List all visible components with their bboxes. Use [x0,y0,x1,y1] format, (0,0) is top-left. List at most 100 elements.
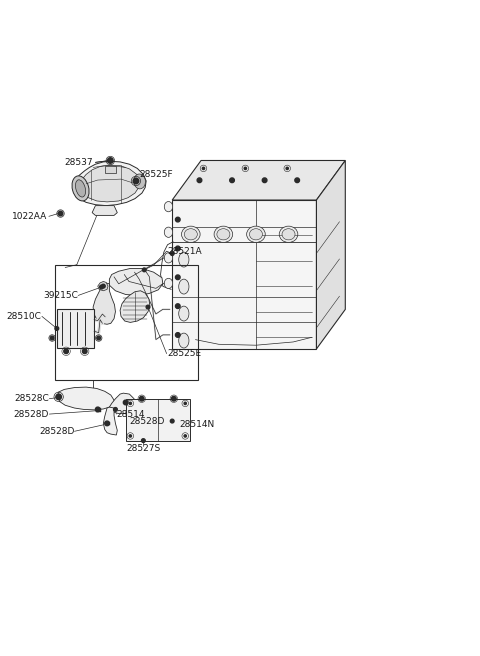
Circle shape [176,304,180,308]
Ellipse shape [217,229,230,240]
Bar [106,422,110,425]
Text: 28525E: 28525E [168,349,202,358]
Circle shape [129,435,132,437]
Polygon shape [172,161,345,200]
Polygon shape [92,205,117,215]
Bar [126,399,190,441]
Ellipse shape [179,306,189,321]
Circle shape [286,167,288,169]
Circle shape [64,349,69,354]
Ellipse shape [164,227,173,237]
Ellipse shape [134,174,145,189]
Circle shape [176,217,180,222]
Circle shape [83,350,86,353]
Text: 28528D: 28528D [39,427,74,436]
Ellipse shape [75,180,85,197]
Circle shape [57,395,60,398]
Polygon shape [73,161,146,205]
Ellipse shape [179,333,189,348]
Circle shape [101,284,105,288]
Polygon shape [93,283,115,324]
Circle shape [139,396,144,401]
Text: 28521A: 28521A [168,247,202,256]
Circle shape [184,435,186,437]
Circle shape [133,178,139,184]
Text: 28527S: 28527S [126,443,160,453]
Circle shape [230,178,234,182]
Ellipse shape [250,229,263,240]
Circle shape [83,349,87,354]
Polygon shape [98,281,108,291]
Text: 39215C: 39215C [43,291,78,300]
Circle shape [295,178,300,182]
Circle shape [203,167,204,169]
Circle shape [55,327,59,331]
Ellipse shape [72,176,89,201]
Circle shape [56,394,61,400]
Circle shape [134,179,138,182]
Polygon shape [109,393,136,414]
Ellipse shape [282,229,295,240]
Bar [96,409,101,412]
Circle shape [244,167,247,169]
Text: 28514: 28514 [116,409,145,419]
Circle shape [97,336,100,340]
Circle shape [50,336,54,340]
Polygon shape [109,268,163,295]
Bar [57,310,94,348]
Text: 28528D: 28528D [130,417,165,426]
Ellipse shape [164,253,173,263]
Circle shape [108,157,113,163]
Circle shape [141,398,143,400]
Circle shape [143,268,146,272]
Circle shape [170,252,174,255]
Polygon shape [172,200,316,349]
Circle shape [96,407,100,412]
Text: 28525F: 28525F [140,170,173,179]
Circle shape [262,178,267,182]
Ellipse shape [179,279,189,294]
Ellipse shape [184,229,197,240]
Circle shape [176,275,180,279]
Circle shape [123,400,128,405]
Circle shape [65,350,68,353]
Polygon shape [79,165,140,202]
Circle shape [176,246,180,251]
Text: 28528C: 28528C [14,394,49,403]
Ellipse shape [247,226,265,243]
Text: 28514N: 28514N [179,420,215,429]
Circle shape [184,402,186,405]
Polygon shape [120,291,150,322]
Polygon shape [103,407,117,435]
Circle shape [146,305,150,309]
Bar [55,265,198,380]
Text: 1022AA: 1022AA [12,212,48,221]
Polygon shape [316,161,345,349]
Ellipse shape [214,226,233,243]
Circle shape [100,285,103,289]
Circle shape [170,419,174,423]
Ellipse shape [279,226,298,243]
Text: 28537: 28537 [64,158,93,167]
Ellipse shape [49,335,55,341]
Ellipse shape [181,226,200,243]
Circle shape [58,211,63,216]
Circle shape [109,159,112,162]
Circle shape [142,439,145,442]
Text: 28528D: 28528D [13,409,49,419]
Circle shape [114,407,117,411]
Circle shape [171,396,176,401]
Circle shape [105,421,109,426]
Circle shape [129,402,132,405]
Circle shape [172,398,175,400]
Bar [105,165,116,173]
Ellipse shape [164,278,173,289]
Ellipse shape [179,252,189,267]
Circle shape [59,213,62,215]
Ellipse shape [164,201,173,212]
Circle shape [197,178,202,182]
Circle shape [176,333,180,337]
Text: 28510C: 28510C [6,312,41,321]
Polygon shape [58,387,114,410]
Ellipse shape [96,335,102,341]
